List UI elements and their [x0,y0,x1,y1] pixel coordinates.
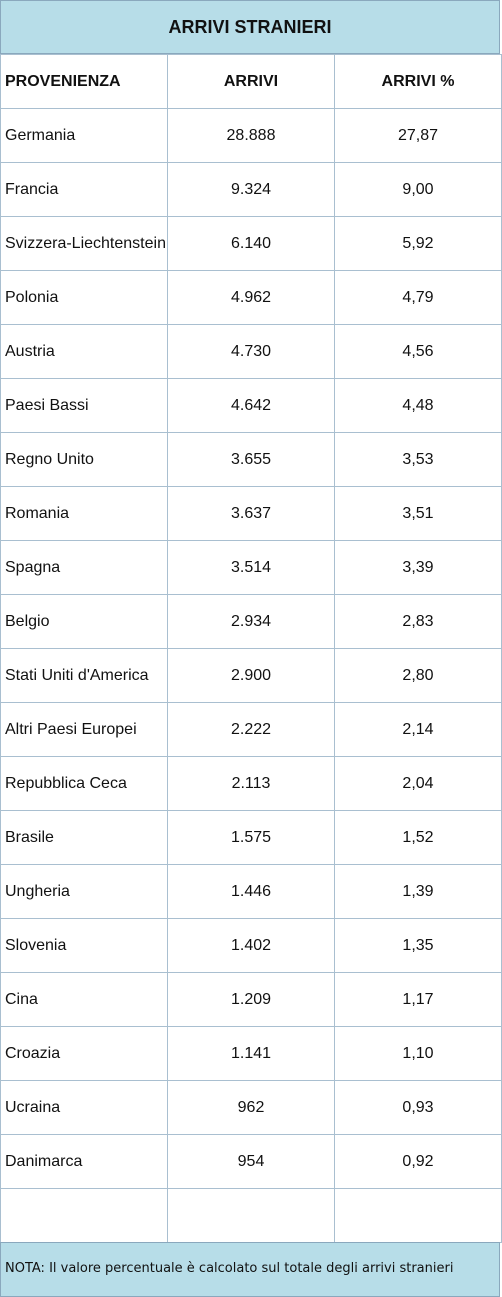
cell-arrivi-pct: 4,56 [334,324,502,379]
table-row: Altri Paesi Europei 2.222 2,14 [0,702,502,757]
header-arrivi-pct: ARRIVI % [334,54,502,109]
cell-arrivi-pct: 4,79 [334,270,502,325]
cell-provenienza: Polonia [0,270,168,325]
cell-arrivi-pct: 0,92 [334,1134,502,1189]
cell-arrivi-pct: 3,39 [334,540,502,595]
table-row: Slovenia 1.402 1,35 [0,918,502,973]
cell-provenienza: Danimarca [0,1134,168,1189]
cell-arrivi-pct: 2,83 [334,594,502,649]
cell-provenienza: Spagna [0,540,168,595]
table-row: Repubblica Ceca 2.113 2,04 [0,756,502,811]
table-row: Francia 9.324 9,00 [0,162,502,217]
table-title: ARRIVI STRANIERI [0,0,500,54]
cell-arrivi-pct: 2,04 [334,756,502,811]
table-row: Svizzera-Liechtenstein 6.140 5,92 [0,216,502,271]
cell-arrivi: 2.113 [167,756,335,811]
cell-provenienza: Stati Uniti d'America [0,648,168,703]
cell-arrivi: 1.446 [167,864,335,919]
cell-provenienza: Repubblica Ceca [0,756,168,811]
footnote: NOTA: Il valore percentuale è calcolato … [0,1242,500,1297]
cell-arrivi: 1.209 [167,972,335,1027]
cell-provenienza: Francia [0,162,168,217]
cell-provenienza: Svizzera-Liechtenstein [0,216,168,271]
cell-arrivi-pct: 5,92 [334,216,502,271]
cell-arrivi-pct: 4,48 [334,378,502,433]
table-row: Germania 28.888 27,87 [0,108,502,163]
cell-provenienza: Romania [0,486,168,541]
cell-arrivi-pct: 1,10 [334,1026,502,1081]
table-row: Polonia 4.962 4,79 [0,270,502,325]
cell-arrivi: 3.655 [167,432,335,487]
cell-provenienza: Altri Paesi Europei [0,702,168,757]
cell-arrivi: 962 [167,1080,335,1135]
table-row: Ungheria 1.446 1,39 [0,864,502,919]
cell-provenienza: Germania [0,108,168,163]
cell-provenienza: Croazia [0,1026,168,1081]
cell-provenienza: Austria [0,324,168,379]
table-row: Paesi Bassi 4.642 4,48 [0,378,502,433]
cell-arrivi: 6.140 [167,216,335,271]
cell-provenienza: Brasile [0,810,168,865]
arrivals-table: PROVENIENZA ARRIVI ARRIVI % Germania 28.8… [0,54,502,1243]
cell-arrivi: 2.934 [167,594,335,649]
cell-arrivi-pct: 2,14 [334,702,502,757]
cell-provenienza: Regno Unito [0,432,168,487]
cell-arrivi: 4.730 [167,324,335,379]
cell-arrivi-pct: 0,93 [334,1080,502,1135]
cell-provenienza: Paesi Bassi [0,378,168,433]
cell-arrivi: 1.141 [167,1026,335,1081]
cell-arrivi: 28.888 [167,108,335,163]
cell-arrivi: 954 [167,1134,335,1189]
empty-cell [0,1188,168,1243]
cell-arrivi: 9.324 [167,162,335,217]
table-row: Brasile 1.575 1,52 [0,810,502,865]
cell-arrivi-pct: 27,87 [334,108,502,163]
cell-arrivi: 1.402 [167,918,335,973]
header-provenienza: PROVENIENZA [0,54,168,109]
table-row: Belgio 2.934 2,83 [0,594,502,649]
cell-arrivi-pct: 1,39 [334,864,502,919]
cell-arrivi-pct: 2,80 [334,648,502,703]
table-row: Ucraina 962 0,93 [0,1080,502,1135]
table-body: PROVENIENZA ARRIVI ARRIVI % Germania 28.8… [0,54,502,1243]
cell-arrivi-pct: 1,17 [334,972,502,1027]
empty-cell [167,1188,335,1243]
table-row: Romania 3.637 3,51 [0,486,502,541]
cell-provenienza: Ucraina [0,1080,168,1135]
header-arrivi: ARRIVI [167,54,335,109]
table-row: Regno Unito 3.655 3,53 [0,432,502,487]
table-row: Stati Uniti d'America 2.900 2,80 [0,648,502,703]
table-row: Austria 4.730 4,56 [0,324,502,379]
cell-arrivi: 4.642 [167,378,335,433]
cell-arrivi-pct: 3,51 [334,486,502,541]
cell-provenienza: Ungheria [0,864,168,919]
cell-provenienza: Slovenia [0,918,168,973]
cell-arrivi: 3.514 [167,540,335,595]
cell-arrivi-pct: 3,53 [334,432,502,487]
header-row: PROVENIENZA ARRIVI ARRIVI % [0,54,502,109]
cell-arrivi-pct: 1,52 [334,810,502,865]
cell-provenienza: Belgio [0,594,168,649]
table-row: Cina 1.209 1,17 [0,972,502,1027]
cell-arrivi: 2.900 [167,648,335,703]
cell-arrivi: 3.637 [167,486,335,541]
cell-arrivi-pct: 1,35 [334,918,502,973]
cell-arrivi-pct: 9,00 [334,162,502,217]
empty-cell [334,1188,502,1243]
cell-provenienza: Cina [0,972,168,1027]
empty-row [0,1188,502,1243]
cell-arrivi: 1.575 [167,810,335,865]
table-row: Spagna 3.514 3,39 [0,540,502,595]
cell-arrivi: 4.962 [167,270,335,325]
table-row: Danimarca 954 0,92 [0,1134,502,1189]
table-row: Croazia 1.141 1,10 [0,1026,502,1081]
cell-arrivi: 2.222 [167,702,335,757]
